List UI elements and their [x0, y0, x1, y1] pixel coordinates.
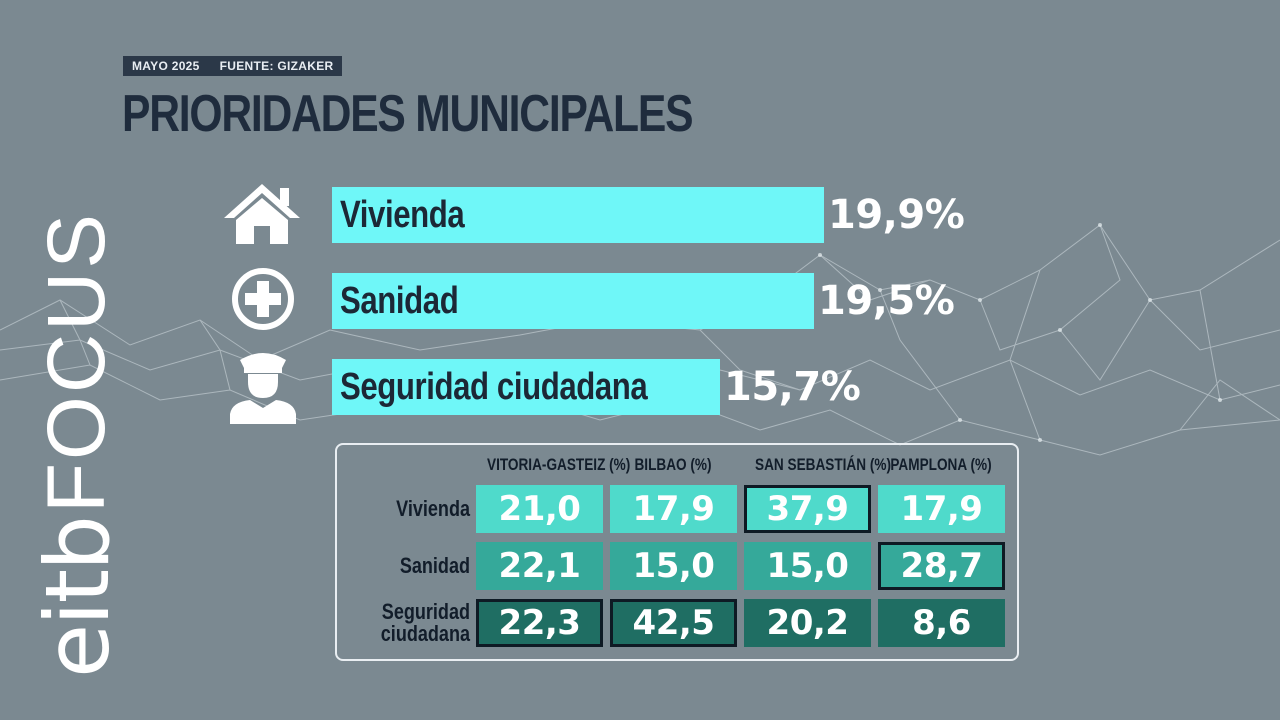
table-cell: 22,3 [476, 599, 603, 647]
city-table-panel [335, 443, 1019, 661]
table-cell: 8,6 [878, 599, 1005, 647]
bar-value-label: 15,7% [724, 364, 861, 410]
row-header-line: ciudadana [380, 621, 470, 646]
row-header: Seguridad ciudadana [363, 601, 470, 645]
bar: Sanidad [332, 273, 814, 329]
bar: Seguridad ciudadana [332, 359, 720, 415]
meta-strip: MAYO 2025 FUENTE: GIZAKER [123, 56, 343, 76]
table-cell: 20,2 [744, 599, 871, 647]
column-header: SAN SEBASTIÁN (%) [755, 455, 892, 474]
row-header-line: Sanidad [399, 553, 470, 578]
logo-eitb-text: eitb [25, 517, 129, 678]
table-cell: 15,0 [744, 542, 871, 590]
column-header: VITORIA-GASTEIZ (%) [487, 455, 631, 474]
table-cell: 22,1 [476, 542, 603, 590]
table-cell: 42,5 [610, 599, 737, 647]
table-cell: 37,9 [744, 485, 871, 533]
source-label: FUENTE: GIZAKER [219, 59, 334, 73]
bar: Vivienda [332, 187, 824, 243]
logo-focus-text: FOCUS [31, 211, 122, 514]
row-header-line: Vivienda [396, 496, 470, 521]
table-cell: 28,7 [878, 542, 1005, 590]
page-title: PRIORIDADES MUNICIPALES [122, 85, 694, 143]
table-cell: 21,0 [476, 485, 603, 533]
bar-label: Seguridad ciudadana [340, 366, 648, 408]
column-header: PAMPLONA (%) [890, 455, 992, 474]
bar-value-label: 19,5% [818, 278, 955, 324]
bar-label: Vivienda [340, 194, 465, 236]
date-label: MAYO 2025 [132, 59, 200, 73]
bar-label: Sanidad [340, 280, 459, 322]
house-icon [224, 184, 300, 244]
row-header: Vivienda [363, 498, 470, 520]
column-header: BILBAO (%) [634, 455, 712, 474]
bar-value-label: 19,9% [828, 192, 965, 238]
row-header-line: Seguridad [381, 599, 470, 624]
table-cell: 15,0 [610, 542, 737, 590]
table-cell: 17,9 [878, 485, 1005, 533]
table-cell: 17,9 [610, 485, 737, 533]
medical-cross-icon [232, 268, 294, 330]
row-header: Sanidad [363, 555, 470, 577]
police-officer-icon [230, 353, 296, 424]
eitb-focus-logo: eitb FOCUS [22, 208, 132, 678]
